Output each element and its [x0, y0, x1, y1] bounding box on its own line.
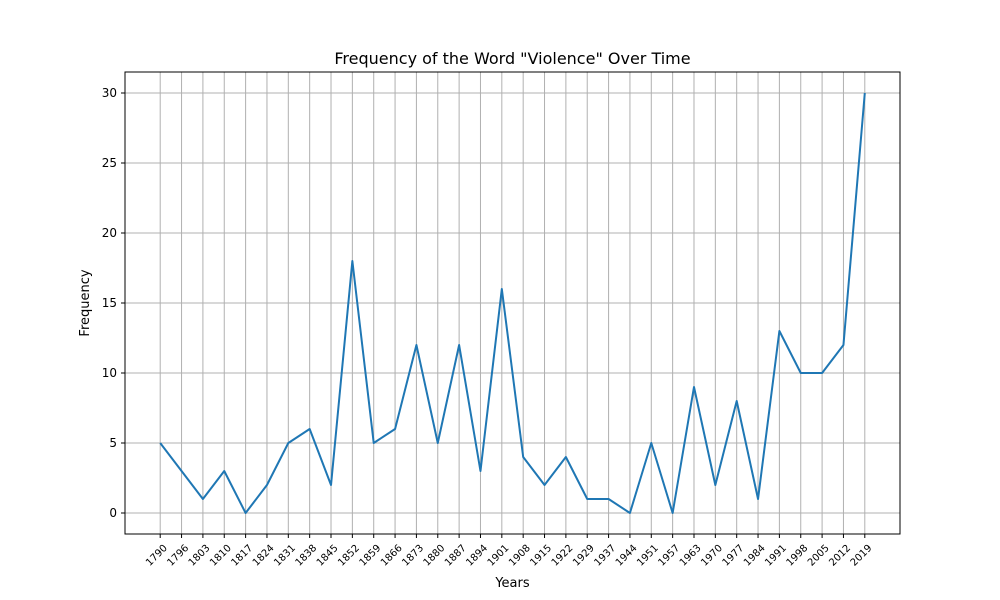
x-tick-label: 2019 [849, 543, 875, 569]
x-tick-label: 1866 [379, 543, 405, 569]
y-tick-label: 25 [102, 156, 117, 170]
x-tick-label: 1944 [614, 543, 640, 569]
y-tick-label: 30 [102, 86, 117, 100]
x-tick-label: 1951 [635, 543, 661, 569]
x-tick-label: 1880 [422, 543, 448, 569]
x-tick-label: 1803 [187, 543, 213, 569]
x-tick-label: 1790 [144, 543, 170, 569]
x-tick-label: 1901 [486, 543, 512, 569]
x-tick-label: 1796 [165, 543, 191, 569]
x-tick-label: 1937 [592, 543, 618, 569]
y-axis: 0 5 10 15 20 25 30 [102, 86, 125, 520]
x-tick-label: 1859 [358, 543, 384, 569]
series-layer [159, 92, 866, 514]
x-tick-label: 1810 [208, 543, 234, 569]
x-tick-label: 1852 [336, 543, 362, 569]
x-tick-label: 1991 [763, 543, 789, 569]
x-tick-label: 1824 [251, 543, 277, 569]
x-tick-label: 1873 [400, 543, 426, 569]
chart-title: Frequency of the Word "Violence" Over Ti… [334, 49, 690, 68]
x-tick-label: 1887 [443, 543, 469, 569]
x-axis-label: Years [494, 576, 530, 591]
y-axis-label: Frequency [78, 269, 93, 336]
grid [125, 72, 900, 534]
y-tick-label: 0 [109, 506, 117, 520]
x-tick-label: 1838 [294, 543, 320, 569]
x-tick-label: 1915 [528, 543, 554, 569]
x-tick-label: 1908 [507, 543, 533, 569]
x-tick-label: 1817 [229, 543, 255, 569]
x-tick-label: 1957 [657, 543, 683, 569]
x-tick-label: 1894 [464, 543, 490, 569]
x-tick-label: 1831 [272, 543, 298, 569]
x-tick-label: 1922 [550, 543, 576, 569]
x-tick-label: 2012 [827, 543, 853, 569]
y-tick-label: 10 [102, 366, 117, 380]
y-tick-label: 20 [102, 226, 117, 240]
y-tick-label: 5 [109, 436, 117, 450]
x-tick-label: 2005 [806, 543, 832, 569]
x-axis: 1790179618031810181718241831183818451852… [144, 534, 874, 569]
x-tick-label: 1984 [742, 543, 768, 569]
series-line [159, 92, 866, 514]
x-tick-label: 1963 [678, 543, 704, 569]
x-tick-label: 1970 [699, 543, 725, 569]
x-tick-label: 1977 [721, 543, 747, 569]
x-tick-label: 1998 [785, 543, 811, 569]
x-tick-label: 1845 [315, 543, 341, 569]
x-tick-label: 1929 [571, 543, 597, 569]
y-tick-label: 15 [102, 296, 117, 310]
